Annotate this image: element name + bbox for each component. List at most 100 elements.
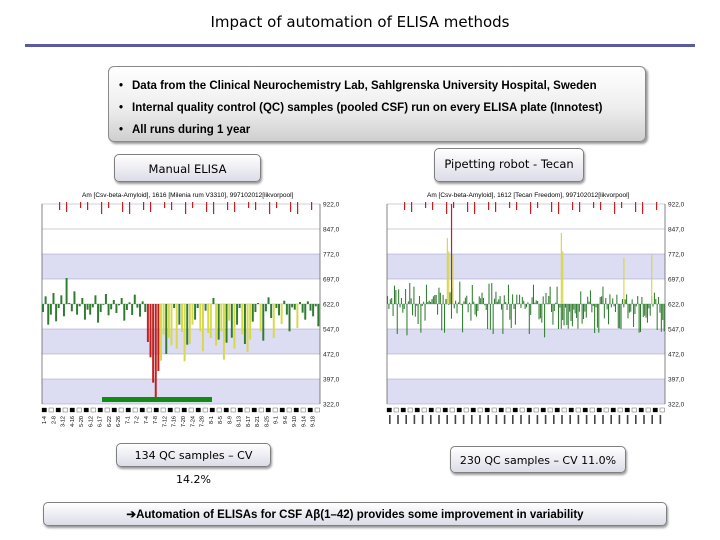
x-tick-label: [610, 415, 612, 424]
qc-bar: [564, 304, 566, 308]
qc-bar: [641, 297, 643, 304]
qc-bar: [236, 304, 239, 325]
run-marker: [488, 202, 490, 210]
run-marker: [404, 202, 406, 210]
qc-spike-bar: [452, 254, 454, 304]
qc-bar: [139, 304, 142, 317]
plate-marker: [314, 407, 320, 413]
plate-marker: [512, 407, 518, 413]
plate-marker: [393, 407, 399, 413]
control-band: [42, 329, 320, 354]
plate-marker: [209, 407, 215, 413]
plate-marker: [414, 407, 420, 413]
y-tick-label: 397,0: [323, 377, 340, 384]
x-tick-label: [462, 415, 465, 424]
qc-bar: [552, 304, 554, 325]
qc-bar: [596, 304, 598, 328]
qc-spike-bar: [651, 254, 653, 304]
manual-qc-chart: Am [Csv-beta-Amyloid], 1616 [Milenia rum…: [28, 186, 358, 428]
qc-bar: [559, 304, 561, 308]
plate-marker: [76, 407, 82, 413]
plate-marker: [526, 407, 532, 413]
qc-bar: [391, 298, 393, 304]
plate-marker: [307, 407, 313, 413]
x-tick-label: [577, 415, 580, 424]
plate-marker: [188, 407, 194, 413]
plate-marker: [279, 407, 285, 413]
plate-marker: [400, 407, 406, 413]
qc-bar: [584, 304, 586, 312]
run-marker: [537, 202, 539, 208]
plate-marker: [216, 407, 222, 413]
qc-bar: [249, 304, 252, 340]
qc-bar: [537, 301, 539, 304]
qc-bar: [495, 291, 497, 304]
qc-bar: [445, 299, 447, 304]
qc-bar: [637, 296, 639, 304]
qc-bar: [505, 302, 507, 304]
qc-bar: [492, 304, 494, 334]
qc-bar: [655, 299, 657, 304]
y-tick-label: 697,0: [668, 277, 685, 284]
page-title: Impact of automation of ELISA methods: [210, 13, 510, 31]
qc-bar: [409, 283, 411, 304]
y-tick-label: 847,0: [323, 227, 340, 234]
run-marker: [474, 202, 476, 214]
qc-bar: [191, 304, 194, 325]
plate-marker: [442, 407, 448, 413]
qc-bar: [154, 304, 157, 397]
plate-marker: [41, 407, 47, 413]
qc-bar: [207, 304, 210, 333]
y-tick-label: 847,0: [668, 227, 685, 234]
qc-bar: [644, 304, 646, 316]
run-marker: [579, 202, 581, 212]
qc-bar: [262, 304, 265, 341]
qc-bar: [627, 304, 629, 319]
plate-marker: [386, 407, 392, 413]
plate-marker: [139, 407, 145, 413]
qc-bar: [551, 304, 553, 312]
qc-bar: [594, 304, 596, 333]
qc-bar: [314, 304, 317, 307]
x-tick-label: [569, 415, 571, 424]
qc-spike-bar: [560, 233, 562, 304]
qc-bar: [609, 294, 611, 304]
x-tick-label: [512, 415, 514, 424]
plate-marker: [104, 407, 110, 413]
y-tick-label: 547,0: [668, 327, 685, 334]
qc-bar: [146, 304, 149, 342]
qc-bar: [243, 304, 246, 344]
y-tick-label: 622,0: [668, 302, 685, 309]
manual-qc-chart-svg: Am [Csv-beta-Amyloid], 1616 [Milenia rum…: [28, 186, 358, 428]
qc-bar: [470, 304, 472, 321]
qc-bar: [267, 297, 270, 304]
run-marker: [432, 202, 434, 210]
qc-bar: [201, 304, 204, 352]
qc-bar: [393, 285, 395, 304]
qc-bar: [112, 300, 115, 304]
plate-marker: [62, 407, 68, 413]
qc-bar: [94, 295, 97, 304]
qc-bar: [485, 304, 487, 310]
qc-bar: [469, 302, 471, 304]
plate-marker: [554, 407, 560, 413]
y-tick-label: 922,0: [323, 202, 340, 209]
plate-marker: [498, 407, 504, 413]
qc-bar: [462, 304, 464, 333]
plate-marker: [90, 407, 96, 413]
qc-bar: [506, 304, 508, 310]
plate-marker: [610, 407, 616, 413]
qc-bar: [220, 304, 223, 332]
x-tick-label: 7-1: [125, 416, 131, 424]
qc-bar: [560, 304, 562, 329]
plate-marker: [132, 407, 138, 413]
qc-bar: [233, 304, 236, 349]
qc-bar: [173, 304, 176, 308]
qc-bar: [278, 304, 281, 316]
plate-marker: [533, 407, 539, 413]
qc-bar: [562, 304, 564, 320]
qc-bar: [238, 304, 241, 308]
qc-bar: [230, 304, 233, 338]
qc-bar: [228, 304, 231, 321]
qc-bar: [608, 304, 610, 325]
